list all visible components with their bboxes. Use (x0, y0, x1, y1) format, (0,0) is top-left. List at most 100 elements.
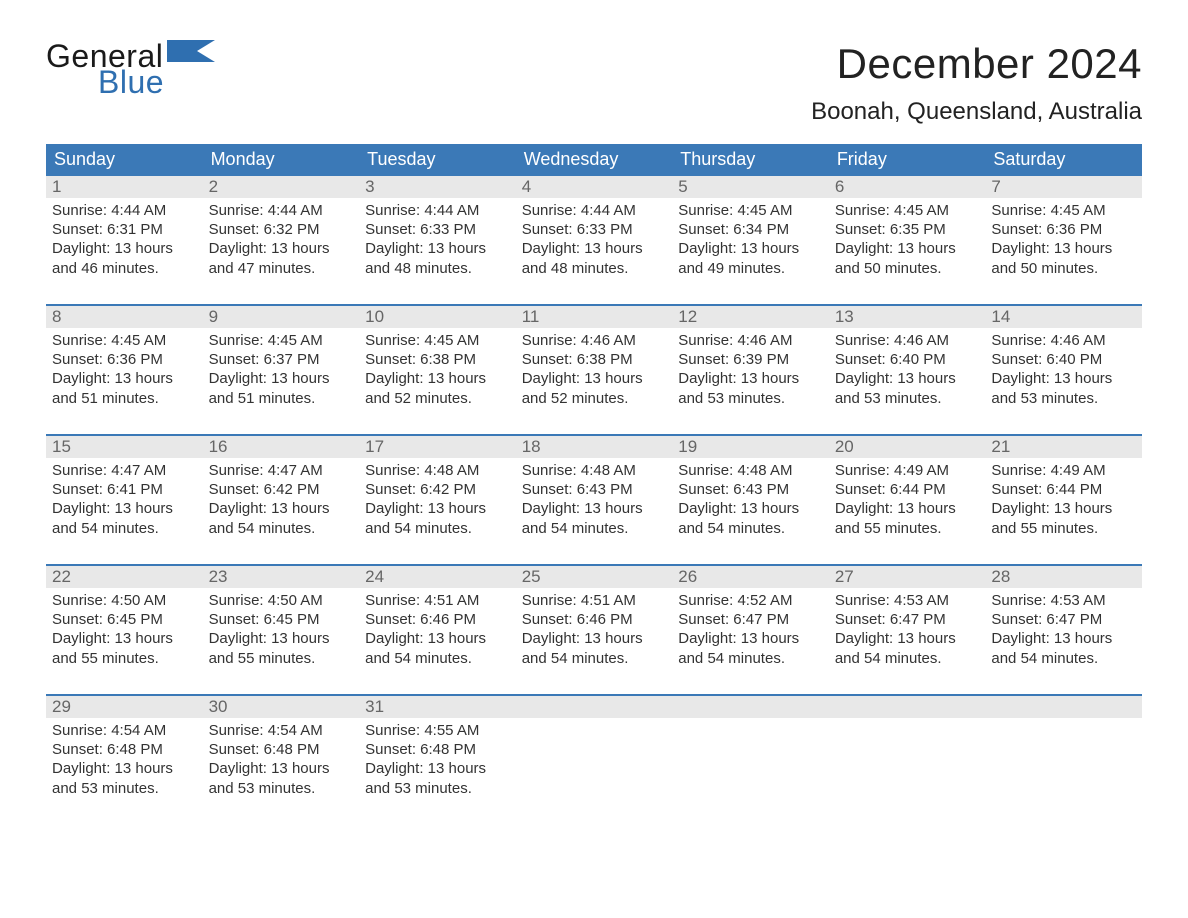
day-header: Monday (203, 145, 360, 176)
daylight-line-2: and 50 minutes. (991, 259, 1136, 278)
daylight-line-1: Daylight: 13 hours (678, 239, 823, 258)
sunset-line: Sunset: 6:32 PM (209, 220, 354, 239)
sunset-line: Sunset: 6:38 PM (522, 350, 667, 369)
daylight-line-2: and 51 minutes. (52, 389, 197, 408)
sunrise-line: Sunrise: 4:51 AM (522, 591, 667, 610)
sunrise-line: Sunrise: 4:48 AM (678, 461, 823, 480)
calendar-day-cell: 10Sunrise: 4:45 AMSunset: 6:38 PMDayligh… (359, 305, 516, 435)
daylight-line-1: Daylight: 13 hours (52, 369, 197, 388)
day-number: 11 (516, 306, 673, 328)
sunset-line: Sunset: 6:44 PM (991, 480, 1136, 499)
calendar-day-cell: 29Sunrise: 4:54 AMSunset: 6:48 PMDayligh… (46, 695, 203, 824)
day-body: Sunrise: 4:51 AMSunset: 6:46 PMDaylight:… (359, 588, 516, 674)
sunrise-line: Sunrise: 4:48 AM (365, 461, 510, 480)
daylight-line-1: Daylight: 13 hours (522, 499, 667, 518)
day-number: 10 (359, 306, 516, 328)
sunrise-line: Sunrise: 4:54 AM (209, 721, 354, 740)
daylight-line-1: Daylight: 13 hours (522, 239, 667, 258)
day-header: Friday (829, 145, 986, 176)
day-number: 22 (46, 566, 203, 588)
daylight-line-1: Daylight: 13 hours (365, 629, 510, 648)
sunset-line: Sunset: 6:39 PM (678, 350, 823, 369)
sunrise-line: Sunrise: 4:51 AM (365, 591, 510, 610)
sunset-line: Sunset: 6:35 PM (835, 220, 980, 239)
day-number: 9 (203, 306, 360, 328)
daylight-line-2: and 54 minutes. (678, 649, 823, 668)
sunrise-line: Sunrise: 4:48 AM (522, 461, 667, 480)
calendar-week-row: 1Sunrise: 4:44 AMSunset: 6:31 PMDaylight… (46, 175, 1142, 305)
sunrise-line: Sunrise: 4:49 AM (991, 461, 1136, 480)
day-body: Sunrise: 4:45 AMSunset: 6:34 PMDaylight:… (672, 198, 829, 284)
calendar-day-cell: 26Sunrise: 4:52 AMSunset: 6:47 PMDayligh… (672, 565, 829, 695)
day-body: Sunrise: 4:46 AMSunset: 6:39 PMDaylight:… (672, 328, 829, 414)
daylight-line-2: and 55 minutes. (52, 649, 197, 668)
daylight-line-1: Daylight: 13 hours (209, 499, 354, 518)
day-number: 20 (829, 436, 986, 458)
daylight-line-1: Daylight: 13 hours (991, 629, 1136, 648)
calendar-day-cell: 1Sunrise: 4:44 AMSunset: 6:31 PMDaylight… (46, 175, 203, 305)
day-number: 13 (829, 306, 986, 328)
day-number: 30 (203, 696, 360, 718)
sunset-line: Sunset: 6:48 PM (52, 740, 197, 759)
day-body: Sunrise: 4:45 AMSunset: 6:37 PMDaylight:… (203, 328, 360, 414)
daylight-line-2: and 49 minutes. (678, 259, 823, 278)
sunset-line: Sunset: 6:41 PM (52, 480, 197, 499)
sunset-line: Sunset: 6:31 PM (52, 220, 197, 239)
sunrise-line: Sunrise: 4:47 AM (52, 461, 197, 480)
daylight-line-2: and 52 minutes. (522, 389, 667, 408)
day-body: Sunrise: 4:50 AMSunset: 6:45 PMDaylight:… (203, 588, 360, 674)
daylight-line-1: Daylight: 13 hours (678, 369, 823, 388)
daylight-line-2: and 46 minutes. (52, 259, 197, 278)
calendar-day-cell: 22Sunrise: 4:50 AMSunset: 6:45 PMDayligh… (46, 565, 203, 695)
day-number: 6 (829, 176, 986, 198)
day-body: Sunrise: 4:44 AMSunset: 6:31 PMDaylight:… (46, 198, 203, 284)
calendar-day-cell: 9Sunrise: 4:45 AMSunset: 6:37 PMDaylight… (203, 305, 360, 435)
day-number: 5 (672, 176, 829, 198)
day-body: Sunrise: 4:44 AMSunset: 6:33 PMDaylight:… (359, 198, 516, 284)
daylight-line-2: and 54 minutes. (52, 519, 197, 538)
day-body: Sunrise: 4:52 AMSunset: 6:47 PMDaylight:… (672, 588, 829, 674)
calendar-day-cell: 25Sunrise: 4:51 AMSunset: 6:46 PMDayligh… (516, 565, 673, 695)
calendar-day-cell: 19Sunrise: 4:48 AMSunset: 6:43 PMDayligh… (672, 435, 829, 565)
sunrise-line: Sunrise: 4:46 AM (835, 331, 980, 350)
calendar-day-cell: 12Sunrise: 4:46 AMSunset: 6:39 PMDayligh… (672, 305, 829, 435)
day-number: 3 (359, 176, 516, 198)
calendar-day-cell: 2Sunrise: 4:44 AMSunset: 6:32 PMDaylight… (203, 175, 360, 305)
day-body: Sunrise: 4:46 AMSunset: 6:40 PMDaylight:… (985, 328, 1142, 414)
day-body: Sunrise: 4:45 AMSunset: 6:38 PMDaylight:… (359, 328, 516, 414)
sunset-line: Sunset: 6:47 PM (678, 610, 823, 629)
daylight-line-2: and 53 minutes. (678, 389, 823, 408)
day-number: 16 (203, 436, 360, 458)
sunrise-line: Sunrise: 4:45 AM (365, 331, 510, 350)
sunset-line: Sunset: 6:42 PM (209, 480, 354, 499)
day-number: 25 (516, 566, 673, 588)
calendar-day-cell: 30Sunrise: 4:54 AMSunset: 6:48 PMDayligh… (203, 695, 360, 824)
calendar-day-cell: 15Sunrise: 4:47 AMSunset: 6:41 PMDayligh… (46, 435, 203, 565)
sunset-line: Sunset: 6:45 PM (209, 610, 354, 629)
calendar-day-cell: 7Sunrise: 4:45 AMSunset: 6:36 PMDaylight… (985, 175, 1142, 305)
daylight-line-1: Daylight: 13 hours (209, 239, 354, 258)
sunset-line: Sunset: 6:34 PM (678, 220, 823, 239)
sunrise-line: Sunrise: 4:45 AM (209, 331, 354, 350)
sunrise-line: Sunrise: 4:45 AM (52, 331, 197, 350)
daylight-line-2: and 52 minutes. (365, 389, 510, 408)
day-header: Wednesday (516, 145, 673, 176)
day-body: Sunrise: 4:53 AMSunset: 6:47 PMDaylight:… (829, 588, 986, 674)
day-body: Sunrise: 4:47 AMSunset: 6:42 PMDaylight:… (203, 458, 360, 544)
daylight-line-1: Daylight: 13 hours (835, 239, 980, 258)
daylight-line-1: Daylight: 13 hours (991, 369, 1136, 388)
day-number: 15 (46, 436, 203, 458)
empty-day-header (516, 696, 673, 718)
day-number: 2 (203, 176, 360, 198)
sunrise-line: Sunrise: 4:45 AM (991, 201, 1136, 220)
calendar-day-cell: 8Sunrise: 4:45 AMSunset: 6:36 PMDaylight… (46, 305, 203, 435)
day-number: 18 (516, 436, 673, 458)
daylight-line-2: and 53 minutes. (209, 779, 354, 798)
title-block: December 2024 Boonah, Queensland, Austra… (811, 40, 1142, 126)
flag-icon (167, 40, 215, 66)
day-body: Sunrise: 4:55 AMSunset: 6:48 PMDaylight:… (359, 718, 516, 804)
calendar-day-cell (672, 695, 829, 824)
sunrise-line: Sunrise: 4:53 AM (991, 591, 1136, 610)
calendar-day-cell: 3Sunrise: 4:44 AMSunset: 6:33 PMDaylight… (359, 175, 516, 305)
daylight-line-2: and 55 minutes. (835, 519, 980, 538)
